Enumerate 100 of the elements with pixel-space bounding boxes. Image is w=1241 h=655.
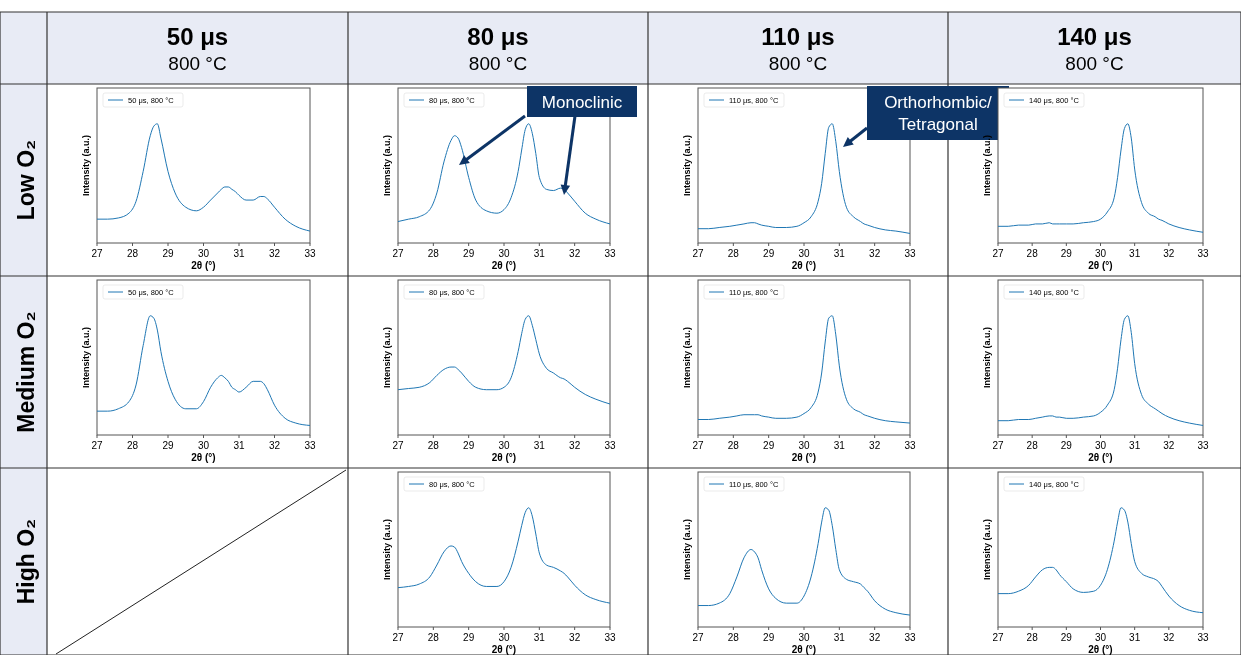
x-tick-label: 29 [763, 248, 775, 259]
y-axis-title: Intensity (a.u.) [81, 326, 91, 389]
x-tick-label: 33 [1197, 632, 1209, 643]
x-tick-label: 31 [1129, 248, 1141, 259]
x-axis-title: 2θ (°) [1088, 644, 1113, 655]
y-axis-title: Intensity (a.u.) [81, 134, 91, 197]
x-tick-label: 28 [727, 632, 740, 643]
x-axis-title: 2θ (°) [491, 260, 517, 271]
x-tick-label: 32 [1163, 632, 1175, 643]
x-tick-label: 29 [162, 248, 174, 259]
x-tick-label: 33 [904, 440, 916, 451]
x-tick-label: 28 [727, 248, 740, 259]
x-tick-label: 31 [1129, 632, 1141, 643]
x-tick-label: 31 [1129, 440, 1141, 451]
x-tick-label: 27 [692, 440, 704, 451]
annotation: Orthorhombic/Tetragonal [884, 93, 993, 134]
y-axis-title: Intensity (a.u.) [382, 518, 392, 581]
x-tick-label: 31 [833, 248, 846, 259]
x-tick-label: 31 [233, 248, 245, 259]
x-tick-label: 28 [1026, 632, 1039, 643]
x-tick-label: 27 [91, 440, 103, 451]
x-tick-label: 33 [1197, 248, 1209, 259]
y-axis-title: Intensity (a.u.) [682, 326, 692, 389]
x-tick-label: 33 [904, 248, 916, 259]
x-tick-label: 27 [392, 248, 404, 259]
x-tick-label: 33 [604, 632, 616, 643]
x-tick-label: 33 [304, 248, 316, 259]
y-axis-title: Intensity (a.u.) [682, 134, 692, 197]
chart-subtitle: 800 °C [468, 53, 528, 74]
x-tick-label: 32 [1163, 440, 1175, 451]
x-tick-label: 30 [1094, 248, 1107, 259]
x-tick-label: 32 [869, 440, 881, 451]
x-tick-label: 32 [869, 632, 881, 643]
x-tick-label: 28 [126, 440, 139, 451]
x-tick-label: 29 [463, 632, 475, 643]
x-tick-label: 27 [91, 248, 103, 259]
x-tick-label: 29 [1060, 632, 1073, 643]
x-tick-label: 32 [569, 632, 581, 643]
x-tick-label: 29 [763, 632, 775, 643]
x-tick-label: 33 [1197, 440, 1209, 451]
y-axis-title: Intensity (a.u.) [682, 518, 692, 581]
text: Low O₂ [13, 139, 39, 221]
y-axis-title: Intensity (a.u.) [982, 134, 992, 197]
x-tick-label: 27 [992, 632, 1004, 643]
x-tick-label: 28 [1026, 440, 1039, 451]
x-axis-title: 2θ (°) [191, 260, 216, 271]
x-tick-label: 27 [692, 632, 704, 643]
x-tick-label: 29 [763, 440, 775, 451]
x-tick-label: 28 [427, 440, 440, 451]
y-axis-title: Intensity (a.u.) [382, 326, 392, 389]
y-axis-title: Intensity (a.u.) [982, 518, 992, 581]
x-tick-label: 29 [463, 440, 475, 451]
chart-subtitle: 800 °C [768, 53, 828, 74]
x-tick-label: 30 [498, 440, 510, 451]
chart-title: 50 μs [166, 23, 229, 50]
x-tick-label: 32 [1163, 248, 1175, 259]
x-tick-label: 32 [569, 248, 581, 259]
x-tick-label: 30 [1094, 440, 1107, 451]
x-axis-title: 2θ (°) [791, 260, 817, 271]
text: Medium O₂ [13, 311, 39, 433]
x-tick-label: 28 [727, 440, 740, 451]
x-tick-label: 29 [463, 248, 475, 259]
x-tick-label: 30 [798, 248, 810, 259]
chart-title: 140 μs [1057, 23, 1132, 50]
x-tick-label: 28 [126, 248, 139, 259]
x-axis-title: 2θ (°) [191, 452, 216, 463]
x-tick-label: 27 [992, 248, 1004, 259]
x-tick-label: 30 [1094, 632, 1107, 643]
chart-title: 110 μs [761, 23, 835, 50]
x-tick-label: 33 [304, 440, 316, 451]
x-tick-label: 31 [233, 440, 245, 451]
x-tick-label: 30 [498, 632, 510, 643]
x-axis-title: 2θ (°) [491, 452, 517, 463]
chart-subtitle: 800 °C [168, 53, 227, 74]
x-tick-label: 28 [427, 248, 440, 259]
text: Monoclinic [541, 93, 623, 112]
x-tick-label: 31 [533, 632, 546, 643]
x-axis-title: 2θ (°) [791, 452, 817, 463]
x-tick-label: 28 [1026, 248, 1039, 259]
x-tick-label: 33 [604, 440, 616, 451]
x-tick-label: 31 [833, 632, 846, 643]
chart-subtitle: 800 °C [1065, 53, 1124, 74]
x-tick-label: 30 [798, 632, 810, 643]
y-axis-title: Intensity (a.u.) [982, 326, 992, 389]
x-tick-label: 33 [904, 632, 916, 643]
x-tick-label: 29 [1060, 440, 1073, 451]
x-tick-label: 28 [427, 632, 440, 643]
x-tick-label: 27 [992, 440, 1004, 451]
x-tick-label: 33 [604, 248, 616, 259]
x-tick-label: 30 [798, 440, 810, 451]
x-axis-title: 2θ (°) [791, 644, 817, 655]
x-tick-label: 31 [533, 248, 546, 259]
x-tick-label: 31 [533, 440, 546, 451]
x-axis-title: 2θ (°) [1088, 260, 1113, 271]
x-tick-label: 31 [833, 440, 846, 451]
x-tick-label: 30 [197, 248, 210, 259]
x-tick-label: 30 [498, 248, 510, 259]
x-axis-title: 2θ (°) [1088, 452, 1113, 463]
x-tick-label: 32 [268, 440, 281, 451]
y-axis-title: Intensity (a.u.) [382, 134, 392, 197]
